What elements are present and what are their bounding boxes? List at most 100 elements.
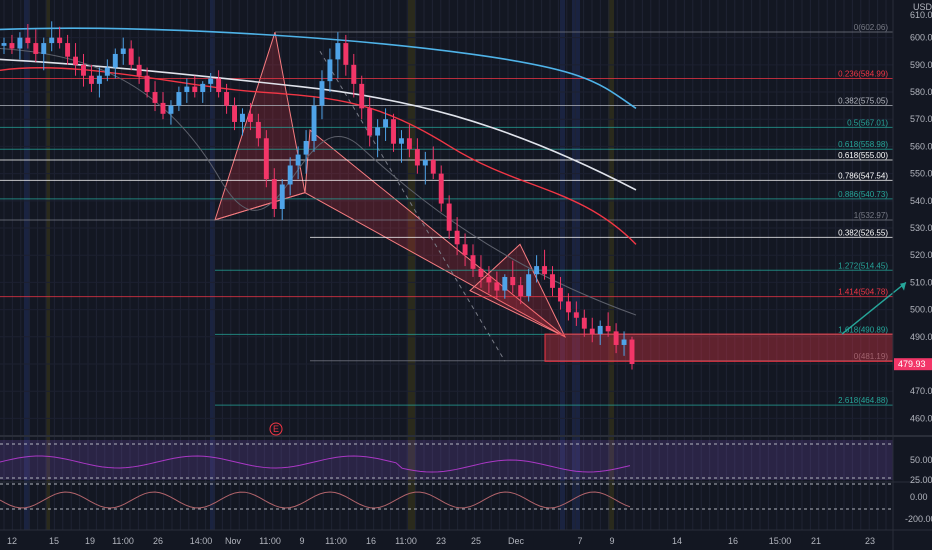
time-axis-tick: 12: [7, 536, 17, 546]
candle-body[interactable]: [81, 64, 86, 76]
candle-body[interactable]: [597, 325, 603, 335]
candle-body[interactable]: [9, 43, 15, 49]
candle-body[interactable]: [518, 285, 524, 297]
candle-body[interactable]: [351, 64, 357, 84]
candle-body[interactable]: [17, 37, 23, 49]
candle-body[interactable]: [73, 56, 79, 65]
candle-body[interactable]: [176, 92, 182, 106]
candle-body[interactable]: [184, 86, 190, 93]
time-axis-tick: 26: [153, 536, 163, 546]
candle-body[interactable]: [287, 165, 293, 185]
candle-body[interactable]: [33, 43, 39, 54]
candle-body[interactable]: [112, 53, 118, 68]
candle-body[interactable]: [550, 274, 555, 288]
fib-level-label: 0.786(547.54): [838, 171, 888, 180]
candle-body[interactable]: [422, 160, 428, 166]
candle-body[interactable]: [573, 312, 579, 318]
candle-body[interactable]: [271, 179, 277, 209]
candle-body[interactable]: [510, 276, 516, 286]
candle-body[interactable]: [128, 48, 134, 65]
candle-body[interactable]: [430, 160, 436, 174]
candle-body[interactable]: [216, 78, 222, 93]
candle-body[interactable]: [303, 140, 309, 155]
candle-body[interactable]: [192, 86, 198, 93]
rsi-band: [0, 440, 893, 480]
candle-body[interactable]: [557, 287, 563, 302]
candle-body[interactable]: [295, 154, 301, 166]
candle-body[interactable]: [502, 276, 508, 291]
candle-body[interactable]: [446, 203, 452, 231]
candle-body[interactable]: [247, 113, 253, 122]
candle-body[interactable]: [470, 255, 476, 269]
candle-body[interactable]: [526, 274, 532, 297]
candle-body[interactable]: [208, 78, 214, 84]
candle-body[interactable]: [279, 184, 285, 209]
candle-body[interactable]: [49, 37, 55, 44]
time-axis-tick: 11:00: [112, 536, 134, 546]
time-axis-tick: 23: [865, 536, 875, 546]
candle-body[interactable]: [327, 59, 333, 82]
price-axis-tick: 530.00: [910, 223, 932, 233]
candle-body[interactable]: [168, 105, 174, 114]
ma-long-line: [0, 27, 637, 110]
fib-level-label: 1.618(490.89): [838, 325, 888, 334]
candle-body[interactable]: [414, 149, 420, 166]
candle-body[interactable]: [375, 127, 381, 136]
candle-body[interactable]: [41, 43, 47, 54]
candle-body[interactable]: [263, 138, 269, 180]
candle-body[interactable]: [383, 119, 389, 128]
candle-body[interactable]: [343, 43, 349, 65]
candle-body[interactable]: [152, 92, 158, 103]
candle-body[interactable]: [232, 105, 237, 122]
session-stripe: [560, 0, 565, 530]
candle-body[interactable]: [57, 37, 63, 44]
last-price-tag: [894, 358, 932, 371]
candle-body[interactable]: [136, 64, 142, 76]
candle-body[interactable]: [1, 43, 7, 46]
candle-body[interactable]: [438, 173, 444, 204]
candle-body[interactable]: [200, 83, 206, 93]
candle-body[interactable]: [462, 244, 468, 256]
candle-body[interactable]: [565, 301, 571, 313]
candle-body[interactable]: [494, 282, 500, 291]
candle-body[interactable]: [160, 102, 166, 114]
candle-body[interactable]: [542, 266, 548, 275]
candle-body[interactable]: [240, 113, 245, 122]
candle-body[interactable]: [104, 67, 110, 76]
time-axis-tick: 11:00: [259, 536, 281, 546]
event-marker-icon[interactable]: [269, 422, 283, 436]
candle-body[interactable]: [255, 121, 261, 139]
candle-body[interactable]: [629, 339, 635, 365]
candle-body[interactable]: [319, 81, 325, 106]
candle-body[interactable]: [96, 75, 102, 84]
candle-body[interactable]: [581, 317, 587, 329]
candle-body[interactable]: [311, 105, 317, 141]
rsi-line: [0, 455, 631, 473]
price-axis-tick: 540.00: [910, 196, 932, 206]
candle-body[interactable]: [621, 339, 627, 345]
candle-body[interactable]: [359, 83, 365, 109]
candle-body[interactable]: [399, 138, 404, 144]
target-zone-box[interactable]: [544, 333, 894, 362]
candle-body[interactable]: [120, 48, 126, 54]
candle-body[interactable]: [25, 37, 31, 44]
candle-body[interactable]: [367, 108, 373, 136]
candle-body[interactable]: [391, 119, 396, 144]
candle-body[interactable]: [454, 230, 460, 245]
candle-body[interactable]: [65, 43, 71, 57]
candle-body[interactable]: [589, 328, 595, 335]
candle-body[interactable]: [335, 43, 341, 60]
candle-body[interactable]: [224, 92, 230, 106]
candle-body[interactable]: [144, 75, 150, 93]
candle-body[interactable]: [534, 266, 540, 275]
candle-body[interactable]: [406, 138, 412, 150]
time-axis-tick: 21: [811, 536, 821, 546]
ma-short-line: [0, 67, 637, 245]
candle-body[interactable]: [486, 276, 492, 283]
fib-level-label: 0.618(555.00): [838, 151, 888, 160]
candle-body[interactable]: [88, 75, 94, 84]
candle-body[interactable]: [605, 325, 611, 332]
candle-body[interactable]: [613, 331, 619, 345]
candle-body[interactable]: [478, 268, 484, 277]
